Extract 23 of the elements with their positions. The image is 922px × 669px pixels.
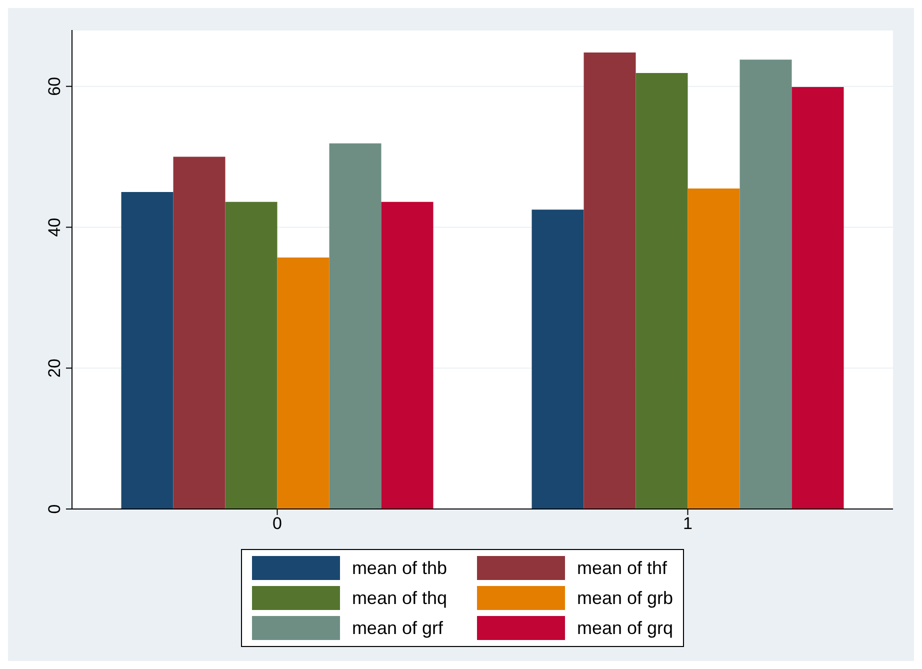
bar — [532, 210, 584, 509]
legend-label: mean of thf — [577, 558, 668, 578]
bar — [740, 60, 792, 509]
bar — [173, 156, 226, 509]
bar — [688, 188, 740, 509]
bar — [381, 202, 434, 509]
legend-label: mean of grf — [352, 618, 443, 638]
bar — [225, 202, 278, 509]
x-tick-label: 1 — [683, 514, 692, 534]
legend-label: mean of thq — [352, 588, 447, 608]
y-tick-label: 60 — [45, 76, 64, 96]
bar — [277, 258, 330, 509]
y-tick-label: 20 — [45, 358, 64, 378]
y-tick-label: 0 — [45, 504, 64, 514]
legend-label: mean of grb — [577, 588, 674, 608]
y-tick-label: 40 — [45, 218, 64, 237]
bar — [636, 72, 688, 509]
bar — [792, 87, 844, 509]
bar — [584, 52, 636, 509]
legend-label: mean of grq — [577, 618, 674, 638]
bar — [329, 143, 382, 509]
bar — [121, 192, 174, 509]
legend-label: mean of thb — [352, 558, 447, 578]
